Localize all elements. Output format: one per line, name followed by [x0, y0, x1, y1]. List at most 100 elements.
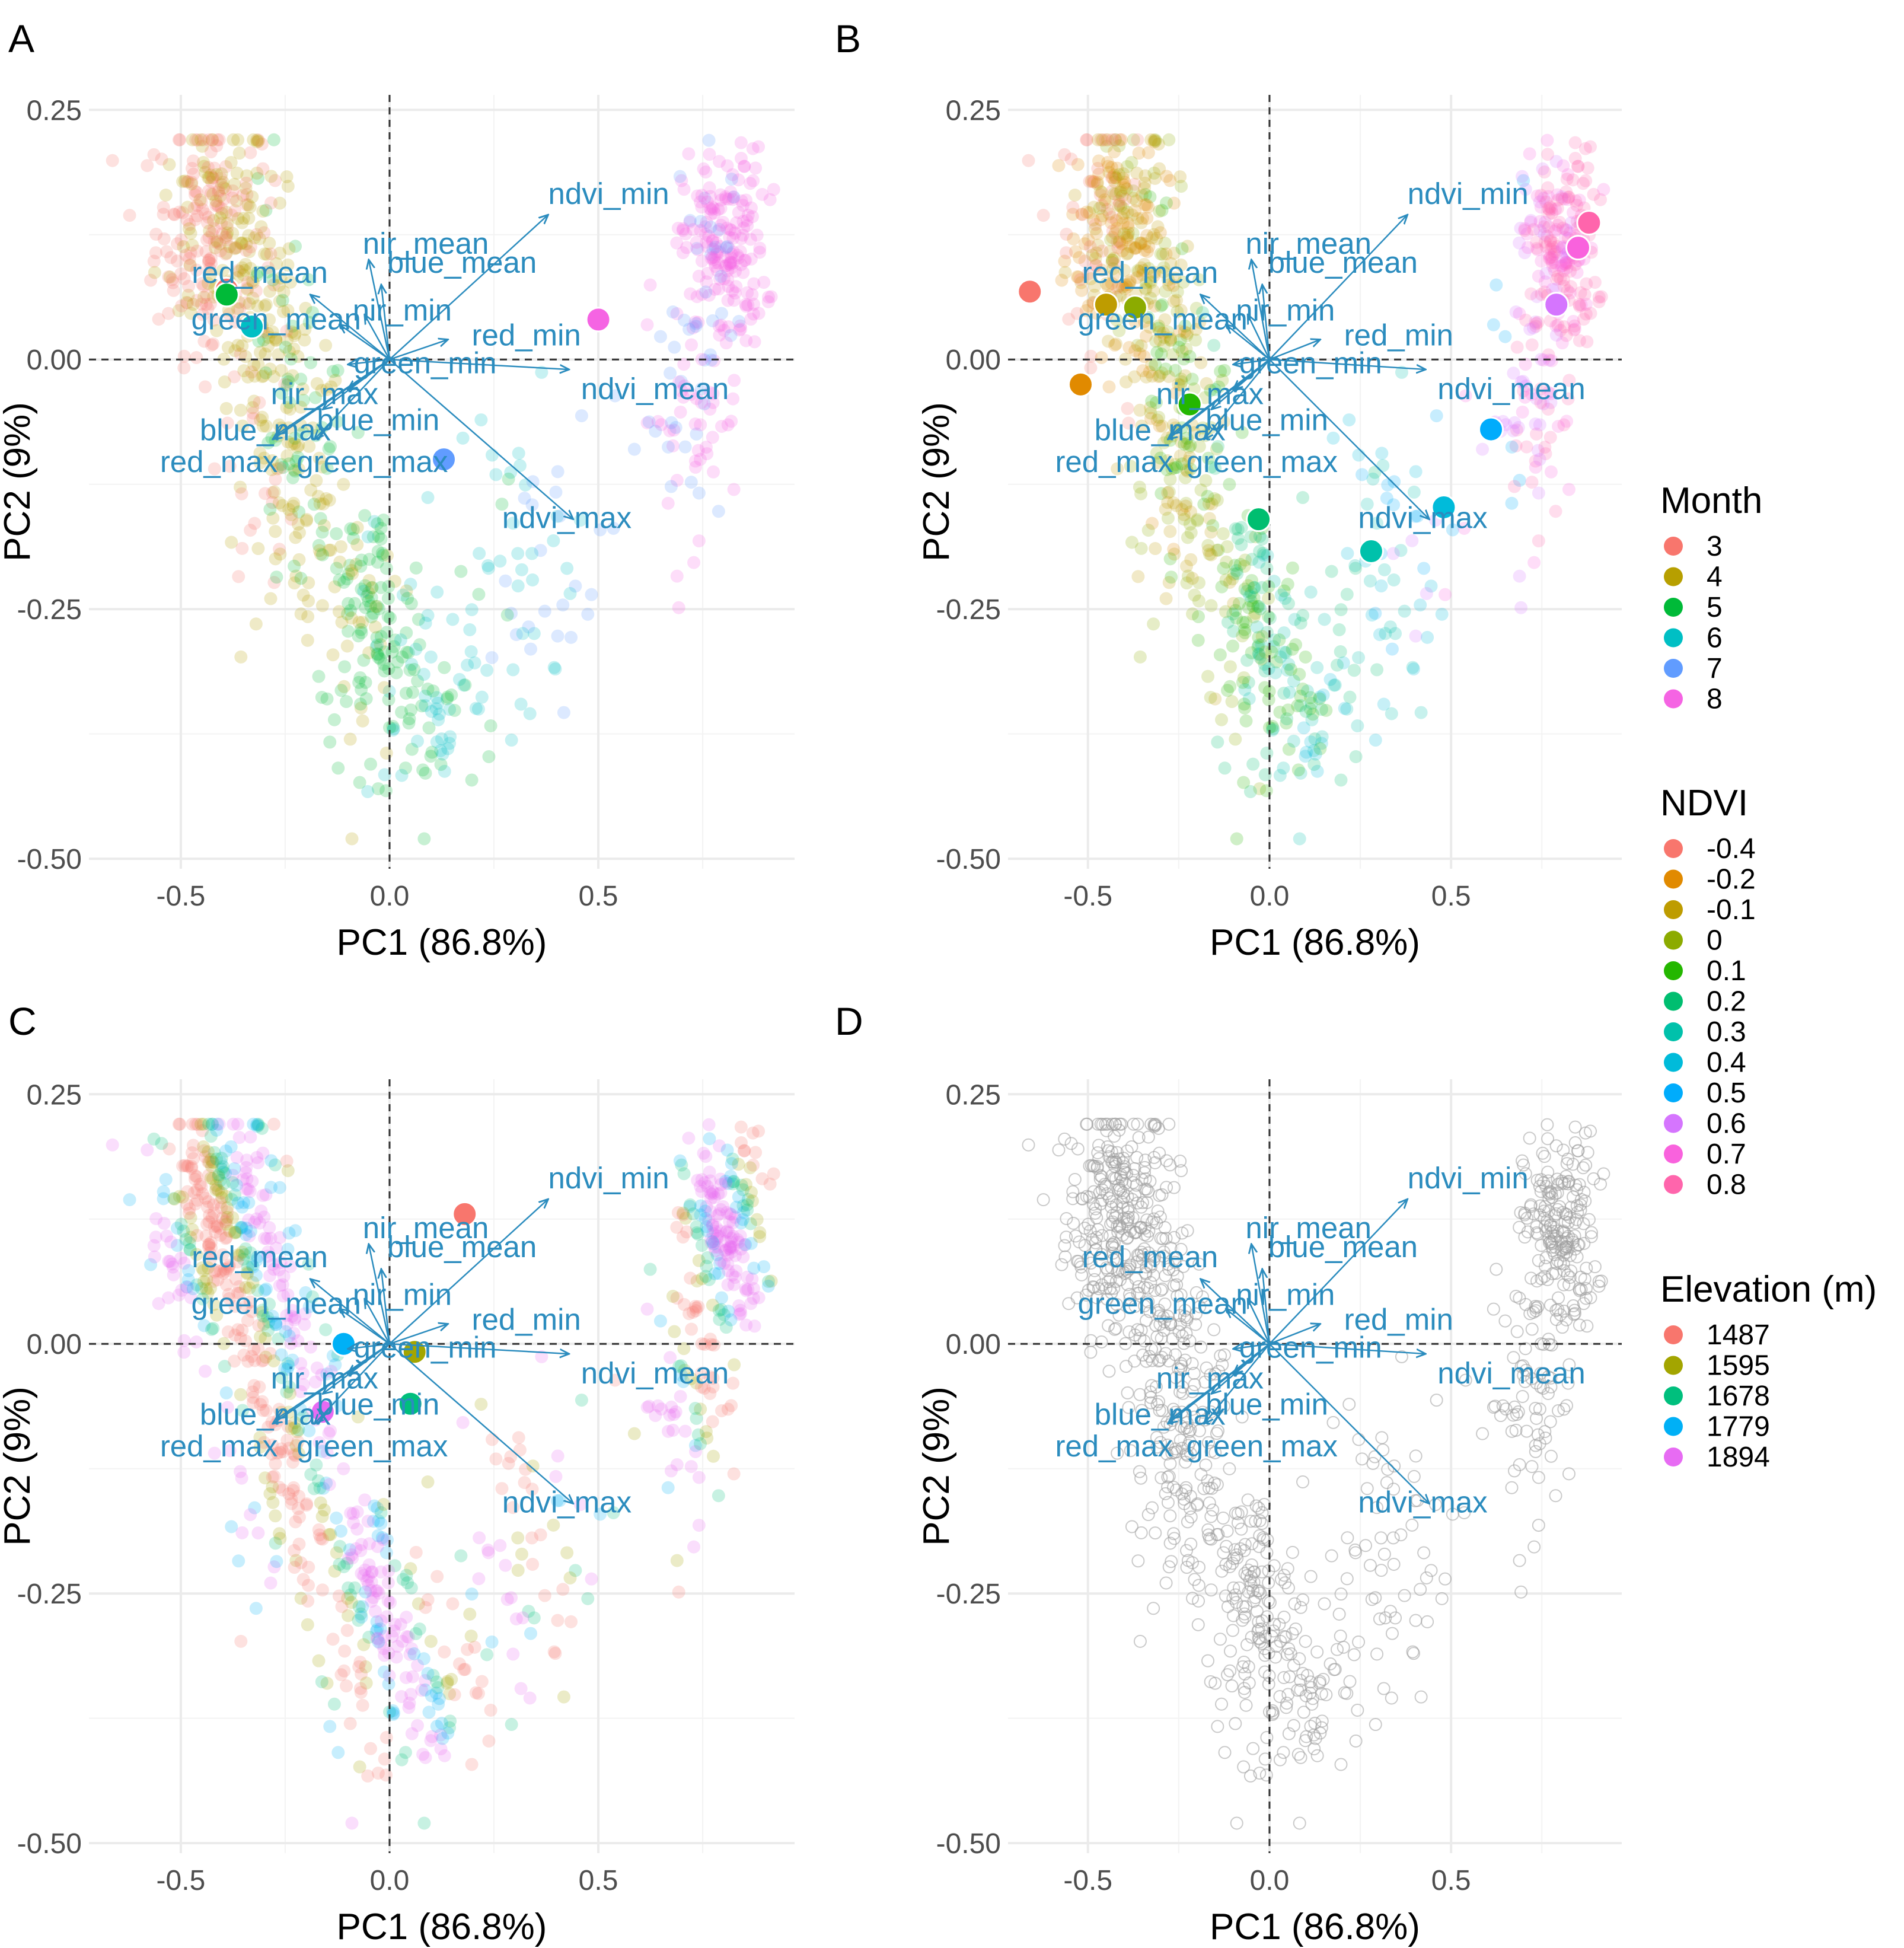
sample-point [1430, 1394, 1443, 1407]
sample-point [1516, 1389, 1529, 1403]
sample-point [172, 133, 186, 146]
sample-point [1352, 448, 1366, 462]
sample-point [231, 264, 245, 278]
sample-point [197, 334, 211, 348]
sample-point [379, 1731, 393, 1745]
sample-point [722, 192, 735, 206]
sample-point [387, 722, 401, 735]
sample-point [1147, 617, 1160, 631]
sample-point [1543, 234, 1557, 248]
sample-point [177, 272, 191, 286]
sample-point [245, 274, 259, 288]
sample-point [575, 1394, 588, 1407]
sample-point [1141, 1508, 1155, 1522]
sample-point [168, 1192, 181, 1206]
sample-point [485, 448, 499, 462]
sample-point [516, 1611, 530, 1625]
sample-point [748, 1319, 761, 1333]
sample-point [709, 260, 722, 273]
sample-point [275, 364, 288, 377]
sample-point [270, 570, 283, 584]
sample-point [608, 389, 622, 403]
sample-point [404, 703, 418, 717]
sample-point [727, 294, 741, 307]
sample-point [273, 547, 287, 561]
sample-point [1377, 1547, 1391, 1561]
sample-point [374, 630, 388, 643]
sample-point [1128, 1354, 1141, 1368]
sample-point [262, 331, 276, 345]
y-axis-title: PC2 (9%) [916, 402, 957, 562]
loading-label-ndvi-min: ndvi_min [1408, 177, 1529, 211]
sample-point [227, 133, 240, 146]
loading-label-green-mean: green_mean [191, 302, 361, 336]
sample-point [684, 476, 698, 489]
sample-point [1102, 1364, 1116, 1378]
sample-point [379, 747, 393, 760]
sample-point [372, 530, 385, 543]
sample-point [190, 351, 203, 365]
y-tick-label: 0.25 [946, 95, 1001, 126]
sample-point [682, 323, 696, 336]
sample-point [741, 208, 755, 222]
sample-point [1281, 597, 1295, 610]
sample-point [422, 721, 436, 735]
x-tick-label: 0.5 [1431, 881, 1471, 912]
sample-point [1219, 573, 1233, 587]
y-tick-label: -0.25 [17, 594, 82, 626]
sample-point [744, 232, 757, 246]
sample-point [315, 691, 329, 704]
loading-label-red-mean: red_mean [192, 256, 328, 289]
legend-label: 1779 [1707, 1411, 1770, 1443]
sample-point [1374, 1531, 1388, 1545]
sample-point [337, 576, 351, 589]
sample-point [212, 199, 225, 213]
sample-point [704, 353, 718, 367]
sample-point [395, 706, 409, 719]
sample-point [1221, 684, 1235, 697]
sample-point [363, 757, 377, 771]
sample-point [1052, 1143, 1066, 1157]
sample-point [176, 175, 190, 189]
sample-point [1126, 192, 1140, 205]
sample-point [315, 384, 329, 397]
sample-point [1334, 1630, 1347, 1643]
sample-point [525, 1531, 539, 1545]
sample-point [263, 502, 277, 516]
sample-point [281, 304, 295, 317]
sample-point [1216, 527, 1230, 540]
sample-point [228, 344, 242, 358]
sample-point [296, 382, 310, 396]
sample-point [202, 1195, 215, 1209]
sample-point [1068, 1172, 1082, 1186]
sample-point [1273, 1690, 1287, 1704]
sample-point [700, 235, 713, 249]
legend-key [1664, 900, 1683, 919]
sample-point [1523, 147, 1536, 161]
sample-point [1122, 340, 1136, 354]
sample-point [1230, 567, 1244, 581]
sample-point [304, 356, 317, 369]
x-axis-title: PC1 (86.8%) [337, 922, 547, 963]
sample-point [377, 1498, 390, 1512]
sample-point [315, 1510, 329, 1523]
sample-point [471, 702, 485, 716]
sample-point [1525, 287, 1538, 301]
sample-point [231, 212, 245, 225]
sample-point [407, 1647, 421, 1660]
sample-point [1332, 1608, 1346, 1621]
sample-point [296, 426, 310, 439]
sample-point [585, 588, 598, 601]
sample-point [1541, 133, 1554, 147]
legend-key [1664, 1144, 1683, 1163]
sample-point [205, 257, 218, 270]
sample-point [382, 684, 396, 698]
sample-point [714, 269, 728, 283]
sample-point [721, 264, 735, 278]
sample-point [246, 291, 260, 305]
sample-point [254, 220, 268, 234]
sample-point [256, 419, 270, 433]
sample-point [250, 166, 264, 180]
sample-point [1243, 589, 1256, 603]
sample-point [1538, 441, 1552, 454]
